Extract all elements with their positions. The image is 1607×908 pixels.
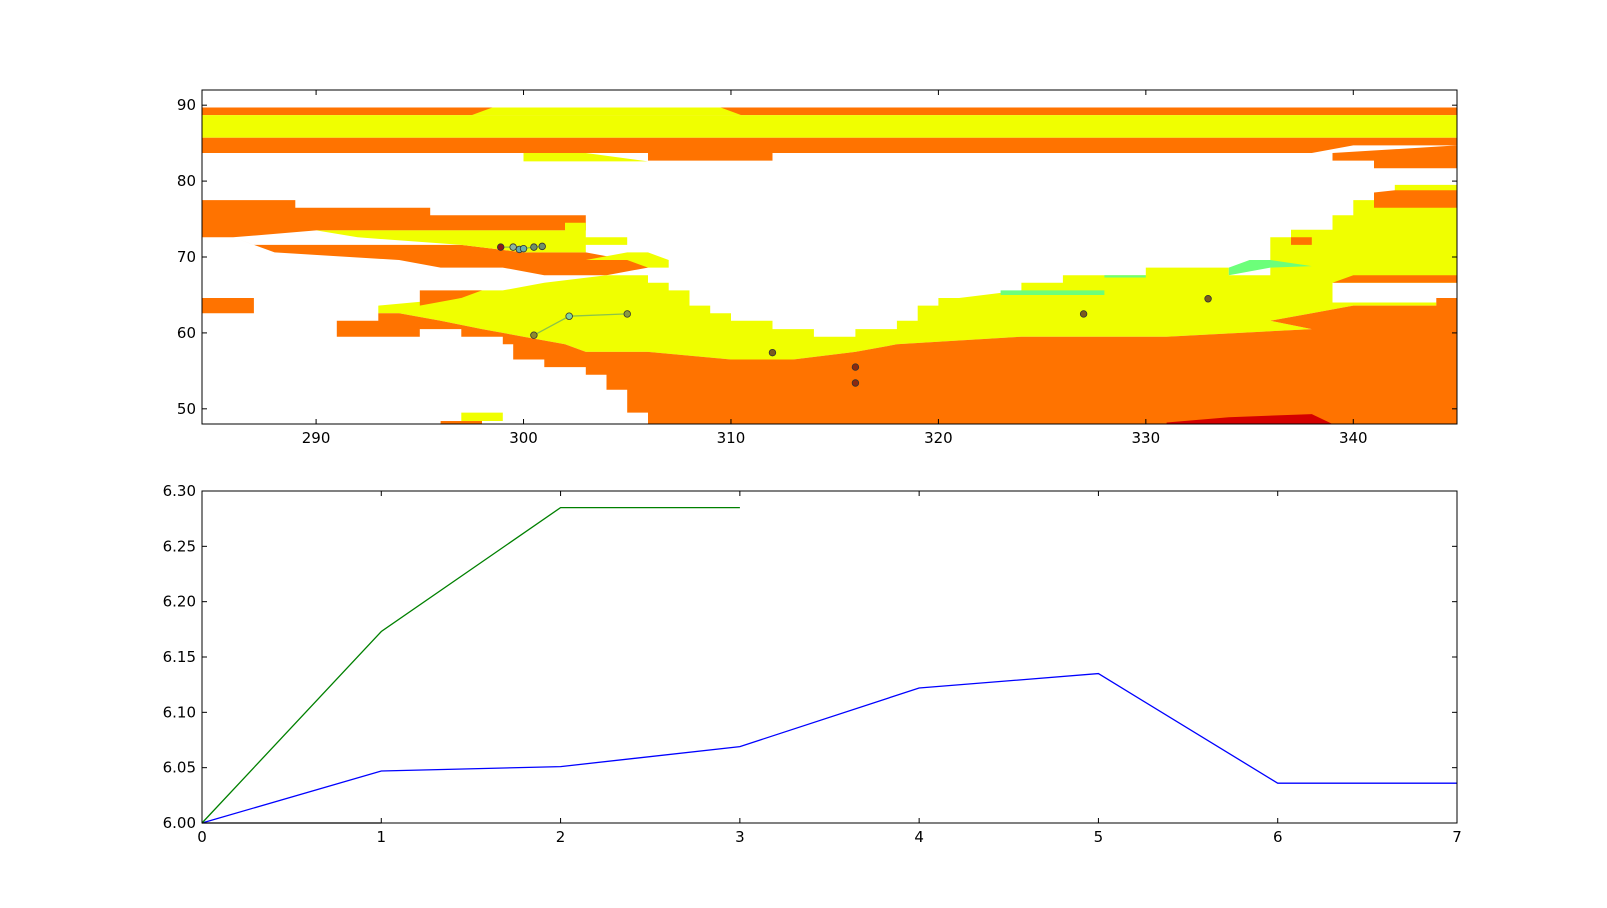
line-series-2 <box>201 506 740 824</box>
heatmap-region-yellow <box>585 252 669 268</box>
heatmap-y-tick-label: 70 <box>177 248 196 266</box>
heatmap-y-tick-label: 60 <box>177 324 196 342</box>
heatmap-region-yellow <box>316 222 628 253</box>
heatmap-point <box>565 312 573 320</box>
heatmap-region-orange <box>202 137 1457 153</box>
heatmap-region-yellow <box>202 115 1457 138</box>
heatmap-region-orange <box>1332 275 1457 283</box>
line-chart-x-tick-label: 3 <box>735 828 745 846</box>
line-chart-y-tick-label: 6.15 <box>163 648 196 666</box>
heatmap-point <box>1079 310 1088 318</box>
heatmap-x-tick-label: 290 <box>302 429 331 447</box>
line-chart-x-tick-label: 1 <box>377 828 387 846</box>
line-chart-x-tick-label: 5 <box>1094 828 1104 846</box>
heatmap-region-orange <box>233 237 669 276</box>
heatmap-region-red <box>1166 414 1333 424</box>
line-chart-y-tick-label: 6.10 <box>163 703 196 721</box>
heatmap-point <box>768 348 777 357</box>
heatmap-region-yellow <box>523 153 648 162</box>
heatmap-point <box>530 243 538 251</box>
heatmap-point <box>851 379 860 387</box>
heatmap-x-tick-label: 320 <box>924 429 953 447</box>
heatmap-region-yellow <box>471 107 742 116</box>
heatmap-y-tick-label: 50 <box>177 400 196 418</box>
heatmap-point <box>851 363 860 371</box>
line-chart-y-tick-label: 6.30 <box>163 482 196 500</box>
heatmap-point <box>538 242 546 251</box>
heatmap-point <box>509 243 517 251</box>
heatmap-point <box>1204 295 1212 303</box>
line-chart-axes: 0 1 2 3 4 5 6 7 6.00 6.05 6.10 6.15 6.20 6.25 6.30 <box>163 482 1462 846</box>
heatmap-region-orange <box>1374 190 1457 208</box>
heatmap-axes: 290 300 310 320 330 340 50 60 70 80 90 <box>177 89 1458 447</box>
heatmap-region-orange <box>419 290 482 306</box>
heatmap-regions <box>202 107 1457 424</box>
line-chart-x-tick-label: 7 <box>1452 828 1462 846</box>
line-chart-y-tick-label: 6.25 <box>163 537 196 555</box>
heatmap-y-tick-label: 90 <box>177 96 196 114</box>
heatmap-panel: 290 300 310 320 330 340 50 60 70 80 90 <box>177 89 1458 447</box>
heatmap-y-tick-label: 80 <box>177 172 196 190</box>
heatmap-x-tick-label: 340 <box>1339 429 1368 447</box>
heatmap-region-orange <box>336 298 1457 424</box>
heatmap-region-yellow <box>378 184 1457 360</box>
heatmap-region-orange <box>202 200 586 238</box>
heatmap-point <box>623 310 631 318</box>
line-chart-x-tick-label: 2 <box>556 828 566 846</box>
heatmap-region-orange <box>1332 145 1457 169</box>
line-chart-panel: 0 1 2 3 4 5 6 7 6.00 6.05 6.10 6.15 6.20 6.25 6.30 <box>163 482 1462 846</box>
heatmap-x-tick-label: 330 <box>1132 429 1161 447</box>
heatmap-point <box>530 331 538 339</box>
heatmap-x-tick-label: 300 <box>509 429 538 447</box>
heatmap-region-orange <box>440 421 482 424</box>
heatmap-region-green <box>1228 260 1312 276</box>
heatmap-region-orange <box>648 153 773 161</box>
heatmap-points <box>497 242 1212 387</box>
heatmap-region-green <box>1000 290 1105 295</box>
heatmap-region-orange <box>1291 237 1312 245</box>
line-chart-y-tick-label: 6.00 <box>163 814 196 832</box>
line-series-1 <box>201 672 1457 824</box>
line-chart-y-tick-label: 6.20 <box>163 593 196 611</box>
heatmap-region-orange <box>202 107 1457 116</box>
heatmap-region-yellow <box>461 412 503 421</box>
line-chart-x-tick-label: 4 <box>914 828 924 846</box>
heatmap-point <box>497 243 505 251</box>
heatmap-x-tick-label: 310 <box>717 429 746 447</box>
heatmap-region-green <box>1104 275 1146 278</box>
line-chart-y-tick-label: 6.05 <box>163 759 196 777</box>
line-chart-x-tick-label: 6 <box>1273 828 1283 846</box>
line-chart-x-tick-label: 0 <box>197 828 207 846</box>
heatmap-region-orange <box>202 298 254 314</box>
heatmap-point <box>519 244 528 253</box>
